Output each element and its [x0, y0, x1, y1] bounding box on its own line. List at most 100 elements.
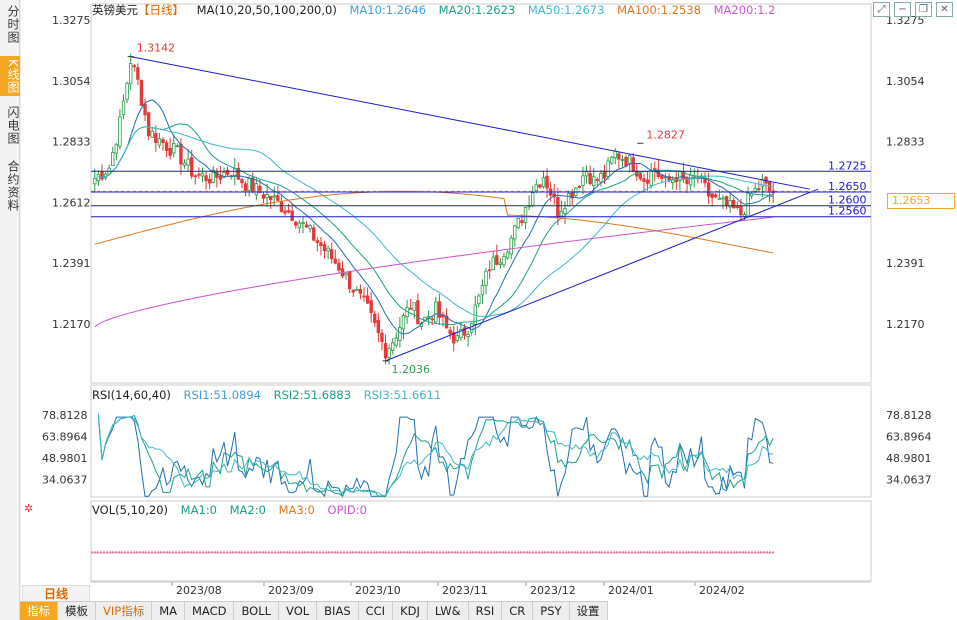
candle-body: [498, 262, 503, 265]
candle-body: [150, 130, 154, 138]
candle-body: [584, 170, 589, 177]
vol-opid-legend: OPID:0: [327, 503, 367, 517]
minus-icon[interactable]: −: [894, 2, 911, 17]
rsi3-legend: RSI3:51.6611: [363, 388, 442, 402]
ma100-line: [94, 190, 774, 254]
main-panel-frame: [90, 3, 872, 384]
upper-trendline: [130, 56, 811, 190]
vol-settings-icon: ✲: [24, 502, 33, 515]
candle-body: [168, 147, 172, 156]
candle-body: [337, 262, 341, 271]
candle-body: [157, 138, 162, 146]
expand-icon[interactable]: ⤢: [873, 2, 890, 17]
rsi-params: RSI(14,60,40): [92, 388, 171, 402]
candle-body: [624, 156, 628, 167]
tab-settings[interactable]: 设置: [570, 602, 608, 620]
vol-ma2-legend: MA2:0: [229, 503, 266, 517]
candle-body: [710, 193, 714, 198]
tab-psy[interactable]: PSY: [533, 602, 570, 620]
candle-body: [193, 175, 197, 178]
candle-body: [469, 322, 474, 333]
restore-icon[interactable]: ❐: [915, 2, 932, 17]
candle-body: [617, 153, 621, 160]
candle-body: [139, 79, 144, 106]
rsi-tick-right: 34.0637: [886, 474, 932, 487]
candle-body: [408, 307, 413, 310]
candle-body: [225, 169, 230, 175]
close-icon[interactable]: ✕: [936, 2, 953, 17]
tab-flash[interactable]: 闪电图: [6, 105, 20, 145]
candles-group: [93, 53, 775, 365]
tab-cr[interactable]: CR: [502, 602, 534, 620]
tab-ma[interactable]: MA: [152, 602, 185, 620]
candle-body: [362, 295, 366, 298]
x-tick-label: 2023/08: [176, 584, 222, 597]
candle-body: [290, 210, 294, 222]
rsi-tick-right: 63.8964: [886, 431, 932, 444]
tab-cci[interactable]: CCI: [359, 602, 394, 620]
candle-body: [638, 173, 643, 180]
candle-body: [434, 301, 438, 323]
candle-body: [563, 208, 567, 214]
candle-body: [581, 175, 585, 186]
period-selector[interactable]: 日线: [22, 585, 90, 602]
tab-contract-info[interactable]: 合约资料: [6, 160, 20, 212]
tab-macd[interactable]: MACD: [185, 602, 235, 620]
candle-body: [613, 150, 617, 159]
tab-bias[interactable]: BIAS: [317, 602, 359, 620]
y-tick-right: 1.2391: [886, 257, 925, 270]
ma100-legend: MA100:1.2538: [617, 3, 701, 17]
x-tick-label: 2023/11: [442, 584, 488, 597]
candle-body: [312, 227, 316, 241]
tab-vip-indicator[interactable]: VIP指标: [96, 602, 153, 620]
tab-rsi[interactable]: RSI: [469, 602, 503, 620]
candle-body: [329, 249, 334, 260]
candle-body: [466, 334, 470, 338]
vol-legend: VOL(5,10,20) MA1:0 MA2:0 MA3:0 OPID:0: [92, 503, 376, 517]
candle-body: [688, 174, 693, 186]
candle-body: [376, 320, 381, 334]
candle-body: [358, 288, 363, 294]
tab-kdj[interactable]: KDJ: [393, 602, 428, 620]
window-controls: ⤢ − ❐ ✕: [873, 2, 953, 17]
candle-body: [118, 116, 122, 147]
candle-body: [559, 210, 564, 217]
candle-body: [218, 175, 223, 180]
period-name: 【日线】: [138, 3, 184, 17]
candle-body: [172, 143, 176, 154]
candle-body: [351, 289, 355, 293]
candle-body: [444, 315, 449, 329]
tab-timeshare[interactable]: 分时图: [6, 4, 20, 44]
vol-ma1-legend: MA1:0: [180, 503, 217, 517]
candle-body: [179, 144, 183, 165]
tab-vol[interactable]: VOL: [279, 602, 318, 620]
rsi-tick-left: 78.8128: [42, 409, 88, 422]
tab-boll[interactable]: BOLL: [234, 602, 280, 620]
tab-kline[interactable]: K线图: [0, 56, 20, 96]
candle-body: [380, 332, 384, 343]
y-tick-right: 1.2833: [886, 136, 925, 149]
candle-body: [430, 318, 434, 321]
candle-body: [204, 175, 208, 182]
candle-body: [728, 199, 732, 208]
candle-body: [437, 301, 442, 318]
candle-body: [642, 178, 646, 182]
tab-indicator[interactable]: 指标: [20, 602, 58, 620]
chart-area[interactable]: 1.3275 1.3275 1.3054 1.3054 1.2833 1.2833 1.26…: [20, 0, 957, 600]
candle-body: [93, 177, 97, 185]
candle-body: [588, 173, 592, 184]
candle-body: [146, 112, 151, 137]
tab-lw[interactable]: LW&: [428, 602, 469, 620]
candle-body: [383, 343, 388, 359]
candle-body: [609, 156, 614, 164]
tab-template[interactable]: 模板: [58, 602, 96, 620]
candle-body: [186, 158, 190, 166]
candle-body: [240, 179, 244, 184]
candle-body: [732, 200, 736, 209]
candle-body: [538, 184, 542, 188]
candle-body: [222, 172, 226, 178]
candle-body: [161, 139, 165, 144]
y-tick-left: 1.2170: [52, 318, 91, 331]
candle-body: [276, 195, 280, 201]
candle-body: [261, 194, 266, 199]
